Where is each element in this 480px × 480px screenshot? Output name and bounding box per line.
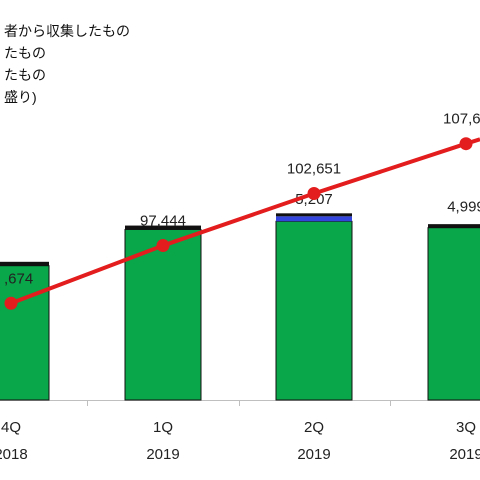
bar-top-blue-2 <box>276 216 352 222</box>
x-tick-label-year-0: 2018 <box>0 446 28 463</box>
x-tick-label-year-2: 2019 <box>297 446 330 463</box>
line-point-0 <box>4 296 18 310</box>
bar-top-black-0 <box>0 261 49 266</box>
line-point-1 <box>156 239 170 253</box>
bar-value-label-3: 4,999 <box>447 198 480 215</box>
x-tick-label-quarter-3: 3Q <box>456 419 476 436</box>
x-tick-label-year-3: 2019 <box>449 446 480 463</box>
x-tick-label-quarter-0: 4Q <box>1 419 21 436</box>
line-series <box>10 137 480 306</box>
bar-top-black-1 <box>125 225 201 230</box>
bar-main-0 <box>0 265 50 401</box>
line-value-label-0: ,674 <box>4 270 33 287</box>
line-value-label-2: 102,651 <box>287 160 341 177</box>
x-tick-label-year-1: 2019 <box>146 446 179 463</box>
legend-line-2: たもの <box>4 45 46 61</box>
bar-main-3 <box>427 227 480 401</box>
bar-main-2 <box>275 220 353 401</box>
line-point-2 <box>307 186 321 200</box>
bar-cap-2 <box>276 213 352 217</box>
bar-top-black-3 <box>428 224 480 228</box>
x-tick-label-quarter-1: 1Q <box>153 419 173 436</box>
x-tick-label-quarter-2: 2Q <box>304 419 324 436</box>
bar-main-1 <box>124 228 202 401</box>
line-value-label-3: 107,63 <box>443 111 480 128</box>
legend-line-1: 者から収集したもの <box>4 23 130 39</box>
line-value-label-1: 97,444 <box>140 213 186 230</box>
legend-line-4: 盛り) <box>4 89 37 105</box>
line-point-3 <box>459 137 473 151</box>
legend-line-3: たもの <box>4 67 46 83</box>
